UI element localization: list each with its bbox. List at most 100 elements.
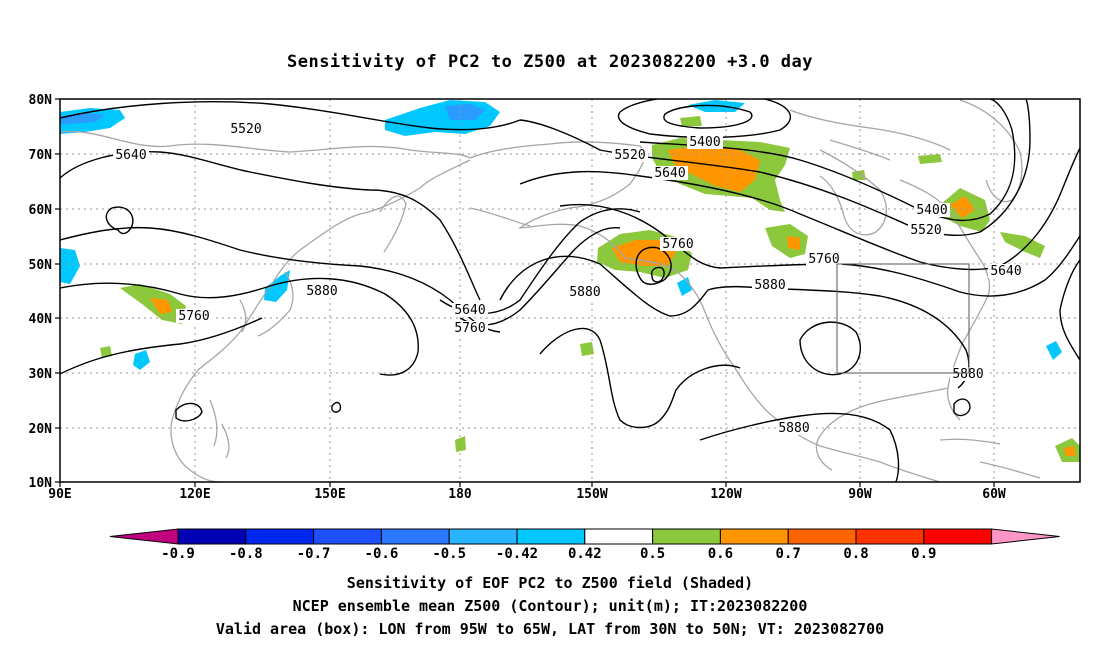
contour-5880-small-loop [175,402,203,422]
y-tick-label: 80N [29,93,53,108]
contour-label: 5880 [306,284,337,299]
y-tick-label: 10N [29,476,53,491]
contour-label: 5880 [569,285,600,300]
contour-label-bg [687,135,723,149]
x-tick-label: 150W [576,487,607,502]
contour-5880-west [60,277,419,376]
contour-label: 5760 [662,237,693,252]
positive-region-small-2 [580,342,594,356]
colorbar-segment [516,528,586,545]
coast-arctic-islands [789,109,951,161]
contour-label: 5880 [754,278,785,293]
y-tick-label: 40N [29,312,53,327]
contour-label-bg [452,303,488,317]
colorbar-label: 0.7 [776,546,801,562]
contour-labels: 5520 5640 5400 5520 5640 5760 5880 5640 5760 5880… [113,122,1024,436]
contour-label-bg [752,278,788,292]
contour-label: 5880 [952,367,983,382]
contour-5760-trough-west [459,227,621,326]
x-tick-label: 60W [982,487,1006,502]
contour-label: 5520 [614,148,645,163]
contour-5880-texas [799,321,861,376]
positive-region-small-3 [455,436,466,452]
contour-5400-arctic-loop [663,104,753,129]
contour-label: 5760 [178,309,209,324]
contour-label: 5520 [910,223,941,238]
positive-region-canada-small [852,170,866,180]
contour-label-bg [228,122,264,136]
contour-label-bg [988,264,1024,278]
contour-5520-trough [519,99,1031,237]
positive-region-china-core [150,298,172,314]
y-tick-label: 50N [29,258,53,273]
contour-5880-trough [499,255,970,389]
contour-5880-ne [1059,259,1080,361]
coast-east-us [946,299,987,421]
contour-label: 5760 [454,321,485,336]
positive-region-china [120,284,186,324]
positive-region-labrador-core [950,196,975,218]
contour-5880-south [699,412,900,482]
contour-label-bg [776,421,812,435]
colorbar: -0.9 -0.8 -0.7 -0.6 -0.5 -0.42 0.42 0.5 0.6 0.7 0.… [109,528,1060,562]
map-frame [59,98,1081,483]
coast-greenland [959,99,1023,203]
colorbar-label: -0.8 [229,546,263,562]
contour-5520-west [60,100,521,131]
colorbar-segment [313,528,382,545]
contour-label: 5400 [689,135,720,150]
contour-label-bg [612,148,648,162]
contour-5880-ridge [539,327,741,429]
coast-philippines [209,399,230,459]
coast-caribbean [939,438,1001,445]
colorbar-label: -0.42 [496,546,538,562]
caption-line-3: Valid area (box): LON from 95W to 65W, L… [215,620,885,638]
contour-label: 5760 [808,252,839,267]
positive-region-newfoundland [1000,232,1045,258]
contour-5760-cutoff [635,246,672,285]
negative-region-atlantic [1046,341,1062,360]
figure-title: Sensitivity of PC2 to Z500 at 2023082200… [287,52,813,72]
colorbar-segment [719,528,789,545]
valid-area-box [836,263,970,374]
negative-region-pacific [677,277,692,296]
contour-5880-loop-asia [60,317,263,375]
colorbar-label: 0.5 [640,546,665,562]
caption-line-1: Sensitivity of EOF PC2 to Z500 field (Sh… [346,574,754,592]
coast-kamchatka [379,195,407,253]
x-tick-label: 120E [179,487,210,502]
positive-region-atlantic-south-core [1064,446,1076,456]
positive-region-rockies-core [787,236,800,250]
contour-5640-ne-asia [105,206,134,235]
contour-label: 5880 [778,421,809,436]
colorbar-segment [923,528,993,545]
colorbar-segment [787,528,857,545]
positive-region-canada-small-2 [680,116,702,126]
contour-5400-arctic-outer [617,99,792,139]
contour-label-bg [304,284,340,298]
contour-label: 5640 [654,166,685,181]
positive-region-canada-core [668,146,760,192]
y-tick-label: 70N [29,148,53,163]
colorbar-segment [652,528,721,545]
x-tick-label: 90E [48,487,71,502]
colorbar-label: -0.7 [297,546,331,562]
x-tick-label: 180 [448,487,472,502]
coast-hudson [819,149,887,236]
contour-label-bg [113,148,149,162]
colorbar-label: 0.9 [911,546,936,562]
contour-label: 5640 [115,148,146,163]
contour-label-bg [652,166,688,180]
y-tick-label: 60N [29,203,53,218]
x-tick-label: 120W [710,487,741,502]
x-tick-label: 150E [314,487,345,502]
contour-label: 5520 [230,122,261,137]
coast-south-america [979,461,1041,479]
contour-5880-caribbean [953,398,971,417]
contour-label: 5400 [916,203,947,218]
negative-region-japan [264,270,290,302]
contour-5760-west [60,226,501,333]
y-tick-label: 30N [29,367,53,382]
axis-ticks: 90E 120E 150E 180 150W 120W 90W 60W 80N 70N 60N 50N… [29,93,1006,502]
